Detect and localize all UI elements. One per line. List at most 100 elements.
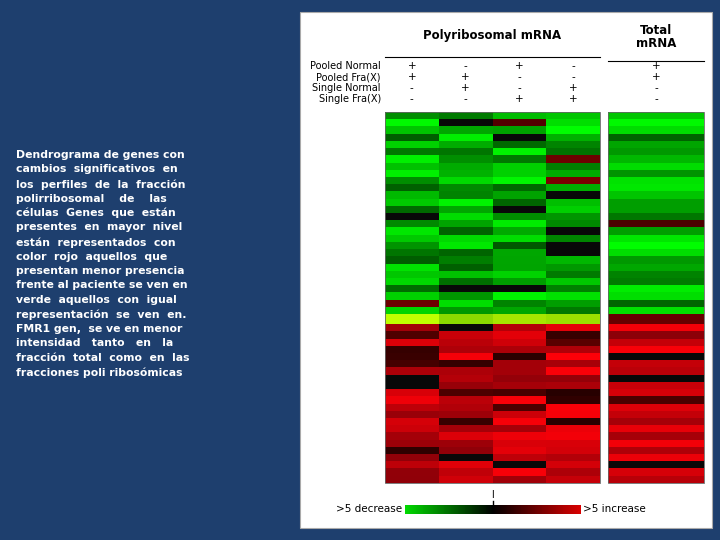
Bar bbox=[425, 505, 426, 514]
Text: +: + bbox=[515, 94, 523, 104]
Bar bbox=[546, 389, 600, 396]
Bar bbox=[572, 505, 574, 514]
Bar bbox=[385, 375, 438, 382]
Bar bbox=[546, 324, 600, 332]
Bar bbox=[608, 440, 704, 447]
Bar bbox=[422, 505, 423, 514]
Bar bbox=[525, 505, 526, 514]
Bar bbox=[438, 324, 492, 332]
Text: -: - bbox=[571, 72, 575, 82]
Bar bbox=[438, 235, 492, 242]
Bar bbox=[385, 271, 438, 278]
Bar bbox=[546, 314, 600, 324]
Bar bbox=[546, 332, 600, 339]
Bar bbox=[528, 505, 529, 514]
Bar bbox=[509, 505, 510, 514]
Bar bbox=[608, 433, 704, 440]
Bar bbox=[438, 447, 492, 454]
Bar bbox=[505, 505, 506, 514]
Bar bbox=[546, 227, 600, 235]
Bar bbox=[568, 505, 569, 514]
Bar bbox=[608, 360, 704, 367]
Bar bbox=[492, 249, 546, 256]
Bar bbox=[493, 505, 495, 514]
Text: +: + bbox=[462, 72, 470, 82]
Text: Pooled Normal: Pooled Normal bbox=[310, 61, 381, 71]
Bar bbox=[570, 505, 571, 514]
Bar bbox=[492, 346, 546, 353]
Bar bbox=[492, 227, 546, 235]
Bar bbox=[474, 505, 475, 514]
Bar bbox=[608, 126, 704, 133]
Bar bbox=[503, 505, 505, 514]
Bar bbox=[536, 505, 538, 514]
Bar bbox=[546, 126, 600, 133]
Bar bbox=[438, 382, 492, 389]
Bar bbox=[533, 505, 534, 514]
Bar bbox=[608, 353, 704, 360]
Bar bbox=[500, 505, 501, 514]
Bar bbox=[546, 235, 600, 242]
Bar bbox=[546, 505, 547, 514]
Bar bbox=[438, 184, 492, 191]
Bar bbox=[546, 156, 600, 163]
Bar bbox=[385, 184, 438, 191]
Bar bbox=[438, 433, 492, 440]
Text: -: - bbox=[654, 94, 658, 104]
Bar bbox=[546, 353, 600, 360]
Bar bbox=[438, 141, 492, 148]
Bar bbox=[492, 285, 546, 292]
Bar bbox=[385, 199, 438, 206]
Bar bbox=[477, 505, 478, 514]
Bar bbox=[453, 505, 454, 514]
Bar bbox=[526, 505, 527, 514]
Bar bbox=[461, 505, 462, 514]
Bar bbox=[556, 505, 557, 514]
Bar bbox=[575, 505, 576, 514]
Bar bbox=[571, 505, 572, 514]
Bar bbox=[492, 264, 546, 271]
Text: Total: Total bbox=[640, 24, 672, 37]
Bar bbox=[385, 447, 438, 454]
Bar bbox=[546, 119, 600, 126]
Bar bbox=[480, 505, 481, 514]
Text: están  representados  con: están representados con bbox=[16, 237, 176, 247]
Bar bbox=[469, 505, 470, 514]
Text: +: + bbox=[569, 94, 577, 104]
Bar bbox=[608, 112, 704, 483]
Text: Polyribosomal mRNA: Polyribosomal mRNA bbox=[423, 29, 562, 42]
Bar bbox=[546, 403, 600, 411]
Bar bbox=[385, 367, 438, 375]
Text: intensidad   tanto   en   la: intensidad tanto en la bbox=[16, 339, 174, 348]
Bar bbox=[550, 505, 552, 514]
Bar bbox=[438, 346, 492, 353]
Bar bbox=[552, 505, 554, 514]
Text: Dendrograma de genes con: Dendrograma de genes con bbox=[16, 150, 185, 160]
Bar bbox=[492, 235, 546, 242]
Bar bbox=[438, 454, 492, 461]
Bar bbox=[492, 133, 546, 141]
Bar bbox=[523, 505, 524, 514]
Bar bbox=[528, 505, 530, 514]
Bar bbox=[492, 447, 546, 454]
Bar bbox=[546, 163, 600, 170]
Bar bbox=[436, 505, 438, 514]
Bar bbox=[420, 505, 422, 514]
Bar bbox=[428, 505, 430, 514]
Bar bbox=[438, 242, 492, 249]
Bar bbox=[385, 332, 438, 339]
Bar bbox=[438, 156, 492, 163]
Bar bbox=[546, 476, 600, 483]
Bar bbox=[438, 332, 492, 339]
Bar bbox=[492, 332, 546, 339]
Bar bbox=[546, 292, 600, 300]
Bar bbox=[414, 505, 415, 514]
Bar bbox=[438, 505, 440, 514]
Bar bbox=[451, 505, 452, 514]
Bar bbox=[573, 505, 575, 514]
Bar bbox=[415, 505, 417, 514]
Bar bbox=[608, 206, 704, 213]
Bar bbox=[608, 271, 704, 278]
Bar bbox=[438, 307, 492, 314]
Bar bbox=[385, 307, 438, 314]
